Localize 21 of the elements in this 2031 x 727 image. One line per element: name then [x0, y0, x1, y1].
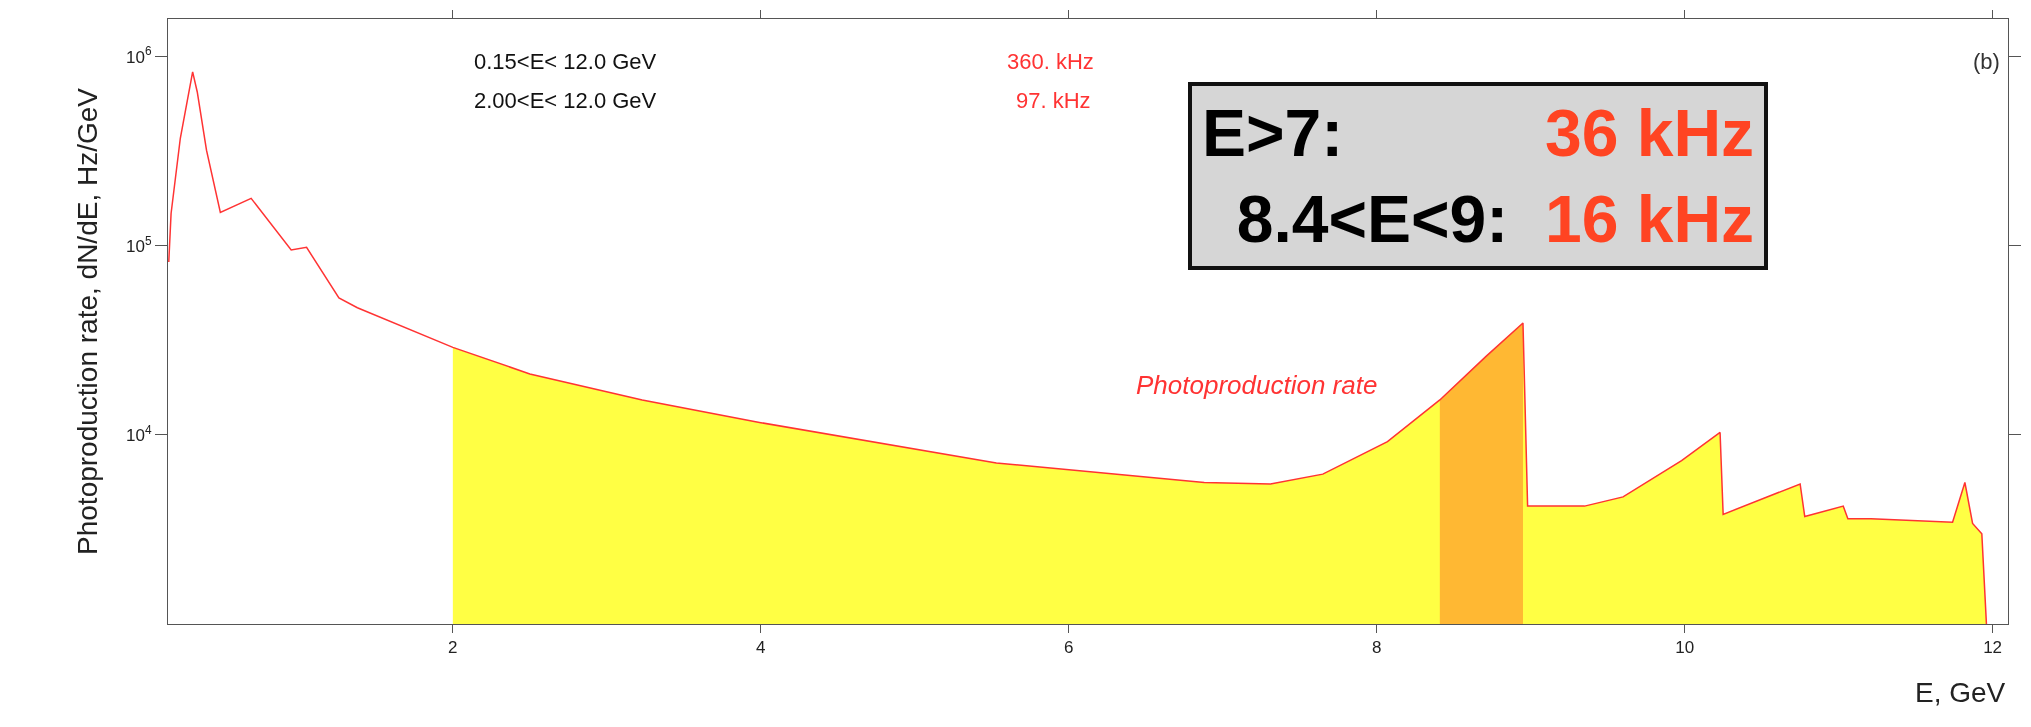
x-tick-label: 10 [1675, 638, 1695, 658]
x-tick-label: 8 [1371, 638, 1382, 658]
annotation: 2.00<E< 12.0 GeV [474, 88, 657, 113]
annotation: 97. kHz [1016, 88, 1091, 113]
y-tick-label: 10$^{6}$ [126, 44, 152, 67]
annotation: 0.15<E< 12.0 GeV [474, 49, 657, 74]
annotation: 16 kHz [1544, 181, 1755, 256]
annotation: 8.4<E<9: [1236, 181, 1509, 256]
series-label: Photoproduction rate [1136, 370, 1378, 400]
x-tick-label: 2 [448, 638, 458, 658]
x-tick-label: 4 [756, 638, 766, 658]
y-tick-label: 10$^{5}$ [126, 233, 152, 256]
x-axis-title: E, GeV [1915, 677, 2006, 708]
annotation: (b) [1973, 49, 2000, 74]
y-axis-title: Photoproduction rate, dN/dE, Hz/GeV [71, 87, 103, 555]
y-tick-label: 10$^{4}$ [126, 422, 152, 445]
x-tick-label: 6 [1064, 638, 1074, 658]
annotation: 36 kHz [1544, 96, 1755, 170]
annotation: E>7: [1202, 96, 1344, 170]
annotation: 360. kHz [1007, 49, 1094, 74]
x-tick-label: 12 [1983, 638, 2003, 658]
